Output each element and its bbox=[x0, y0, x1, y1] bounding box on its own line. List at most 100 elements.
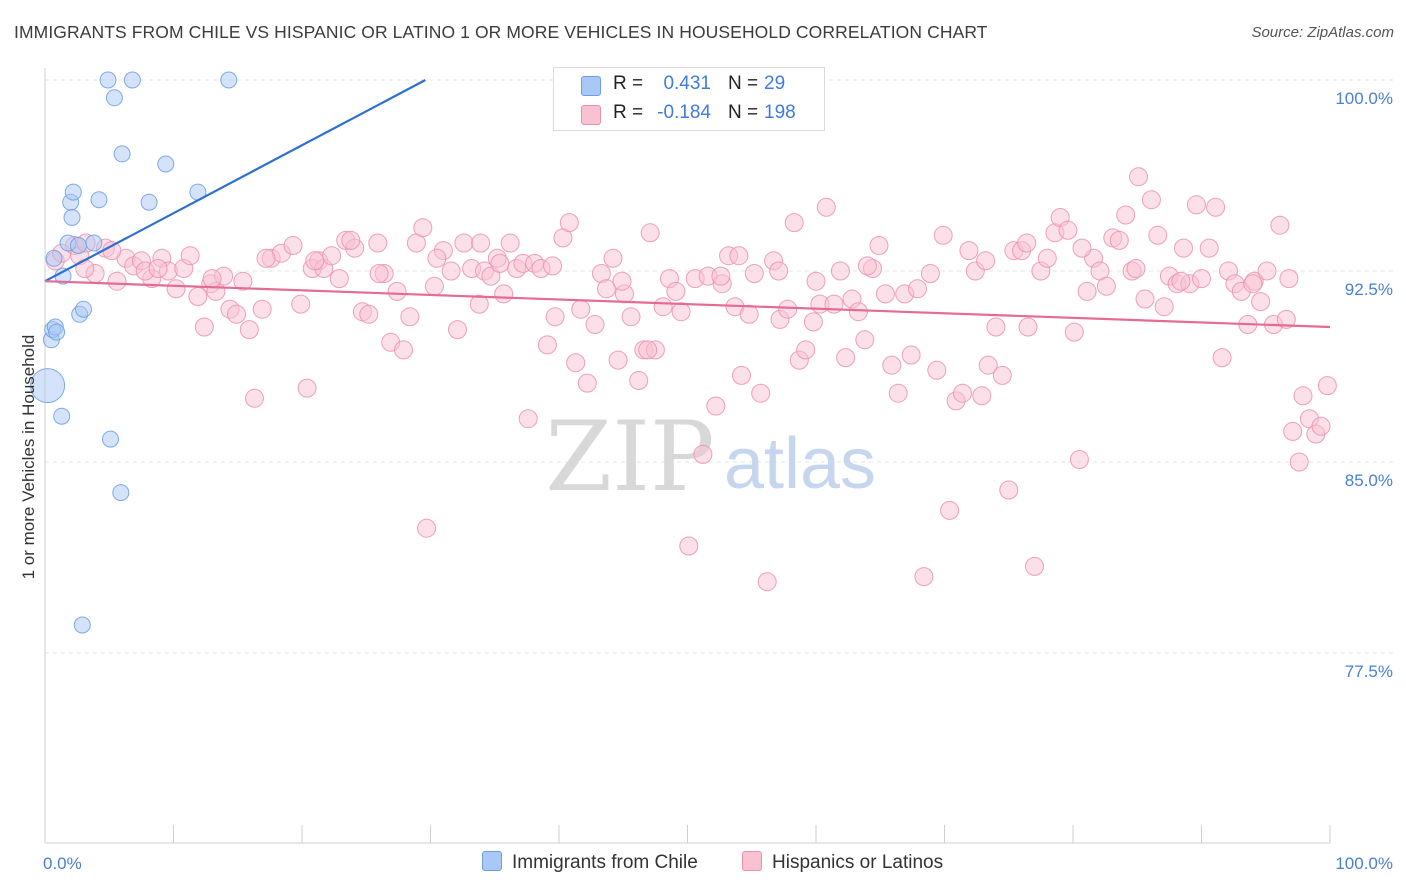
hispanic-point bbox=[739, 304, 759, 324]
hispanic-point bbox=[908, 279, 927, 299]
chile-point bbox=[63, 209, 81, 226]
hispanic-point bbox=[245, 388, 264, 408]
grid-lines bbox=[45, 79, 1395, 654]
hispanic-point bbox=[148, 259, 168, 278]
hispanic-point bbox=[784, 213, 804, 233]
hispanic-point bbox=[1279, 269, 1299, 289]
hispanic-point bbox=[256, 248, 276, 268]
hispanic-point bbox=[1174, 238, 1193, 258]
hispanic-point bbox=[711, 266, 731, 286]
hispanic-point bbox=[933, 225, 953, 245]
hispanic-point bbox=[769, 261, 789, 281]
hispanic-point bbox=[927, 360, 947, 380]
hispanic-point bbox=[796, 340, 816, 360]
hispanic-point bbox=[1243, 274, 1263, 294]
watermark-zip: ZIP bbox=[545, 401, 714, 513]
hispanic-point bbox=[1109, 230, 1129, 250]
hispanic-point bbox=[638, 340, 658, 360]
hispanic-point bbox=[1199, 238, 1219, 258]
chile-point bbox=[102, 430, 119, 448]
hispanic-point bbox=[490, 253, 510, 273]
hispanic-point bbox=[1025, 556, 1044, 576]
hispanic-point bbox=[441, 261, 461, 281]
chile-point bbox=[157, 155, 175, 173]
chile-point bbox=[30, 368, 66, 404]
y-tick-label: 100.0% bbox=[1335, 89, 1393, 108]
trend-line-chile bbox=[44, 79, 426, 283]
hispanic-point bbox=[1186, 195, 1206, 215]
hispanic-point bbox=[778, 299, 798, 319]
hispanic-point bbox=[882, 355, 902, 375]
chile-point bbox=[113, 145, 131, 163]
hispanic-point bbox=[999, 480, 1019, 500]
y-axis-label: 1 or more Vehicles in Household bbox=[19, 335, 38, 580]
r-label: R = bbox=[613, 102, 644, 123]
hispanic-point bbox=[1058, 220, 1078, 240]
hispanic-point bbox=[1206, 197, 1226, 217]
hispanic-point bbox=[566, 353, 586, 373]
hispanic-point bbox=[640, 223, 660, 243]
hispanic-point bbox=[233, 271, 253, 291]
watermark: ZIP atlas bbox=[545, 401, 876, 513]
chile-point bbox=[69, 237, 87, 254]
hispanic-point bbox=[1096, 276, 1116, 296]
hispanic-point bbox=[920, 264, 940, 283]
hispanic-point bbox=[297, 378, 317, 398]
legend-swatch-chile bbox=[482, 851, 502, 871]
chile-point bbox=[73, 616, 91, 634]
hispanic-point bbox=[394, 340, 413, 360]
hispanic-point bbox=[102, 241, 122, 261]
chile-point bbox=[45, 249, 63, 267]
hispanic-point bbox=[500, 233, 520, 253]
hispanic-point bbox=[180, 246, 200, 266]
hispanic-point bbox=[621, 307, 641, 327]
hispanic-point bbox=[1017, 233, 1037, 253]
hispanic-point bbox=[1276, 309, 1296, 329]
hispanic-point bbox=[545, 307, 565, 327]
n-value: 29 bbox=[764, 73, 786, 94]
hispanic-point bbox=[940, 500, 960, 520]
legend-item-chile[interactable]: Immigrants from Chile bbox=[482, 851, 698, 874]
hispanic-point bbox=[305, 251, 325, 271]
hispanic-point bbox=[671, 302, 691, 322]
series-hispanics-points bbox=[45, 167, 1337, 592]
hispanic-point bbox=[469, 294, 489, 314]
trend-line-hispanic bbox=[44, 280, 1331, 329]
hispanic-point bbox=[1116, 205, 1136, 225]
hispanic-point bbox=[744, 264, 764, 283]
x-tick-labels: 0.0% 100.0% bbox=[43, 854, 1393, 873]
hispanic-point bbox=[194, 317, 214, 337]
hispanic-point bbox=[836, 348, 856, 368]
watermark-atlas: atlas bbox=[724, 424, 876, 504]
hispanic-point bbox=[1069, 450, 1089, 469]
hispanic-point bbox=[400, 307, 420, 327]
hispanic-point bbox=[577, 373, 597, 393]
hispanic-point bbox=[239, 320, 259, 340]
chile-point bbox=[140, 193, 158, 211]
n-label: N = bbox=[728, 102, 759, 123]
chile-point bbox=[90, 191, 108, 209]
hispanic-point bbox=[751, 383, 771, 403]
chile-point bbox=[75, 300, 92, 318]
hispanic-point bbox=[166, 279, 186, 299]
series-chile-points bbox=[30, 71, 572, 634]
stats-legend: R = 0.431 N = 29 R = -0.184 N = 198 bbox=[553, 67, 825, 131]
hispanic-point bbox=[283, 236, 303, 255]
hispanic-point bbox=[227, 304, 246, 324]
legend-item-hispanic[interactable]: Hispanics or Latinos bbox=[742, 851, 943, 874]
hispanic-point bbox=[816, 197, 836, 217]
hispanic-point bbox=[679, 536, 699, 556]
hispanic-point bbox=[706, 396, 726, 416]
hispanic-point bbox=[1283, 421, 1303, 441]
hispanic-point bbox=[1212, 348, 1232, 368]
n-value: 198 bbox=[764, 102, 796, 123]
stats-row-hispanic: R = -0.184 N = 198 bbox=[554, 99, 824, 129]
hispanic-point bbox=[329, 269, 349, 289]
hispanic-point bbox=[1077, 281, 1097, 301]
chile-point bbox=[112, 484, 130, 502]
stats-row-chile: R = 0.431 N = 29 bbox=[554, 70, 824, 100]
hispanic-point bbox=[603, 248, 623, 268]
hispanic-point bbox=[1148, 225, 1168, 245]
hispanic-point bbox=[571, 299, 591, 319]
axes bbox=[44, 68, 1331, 844]
